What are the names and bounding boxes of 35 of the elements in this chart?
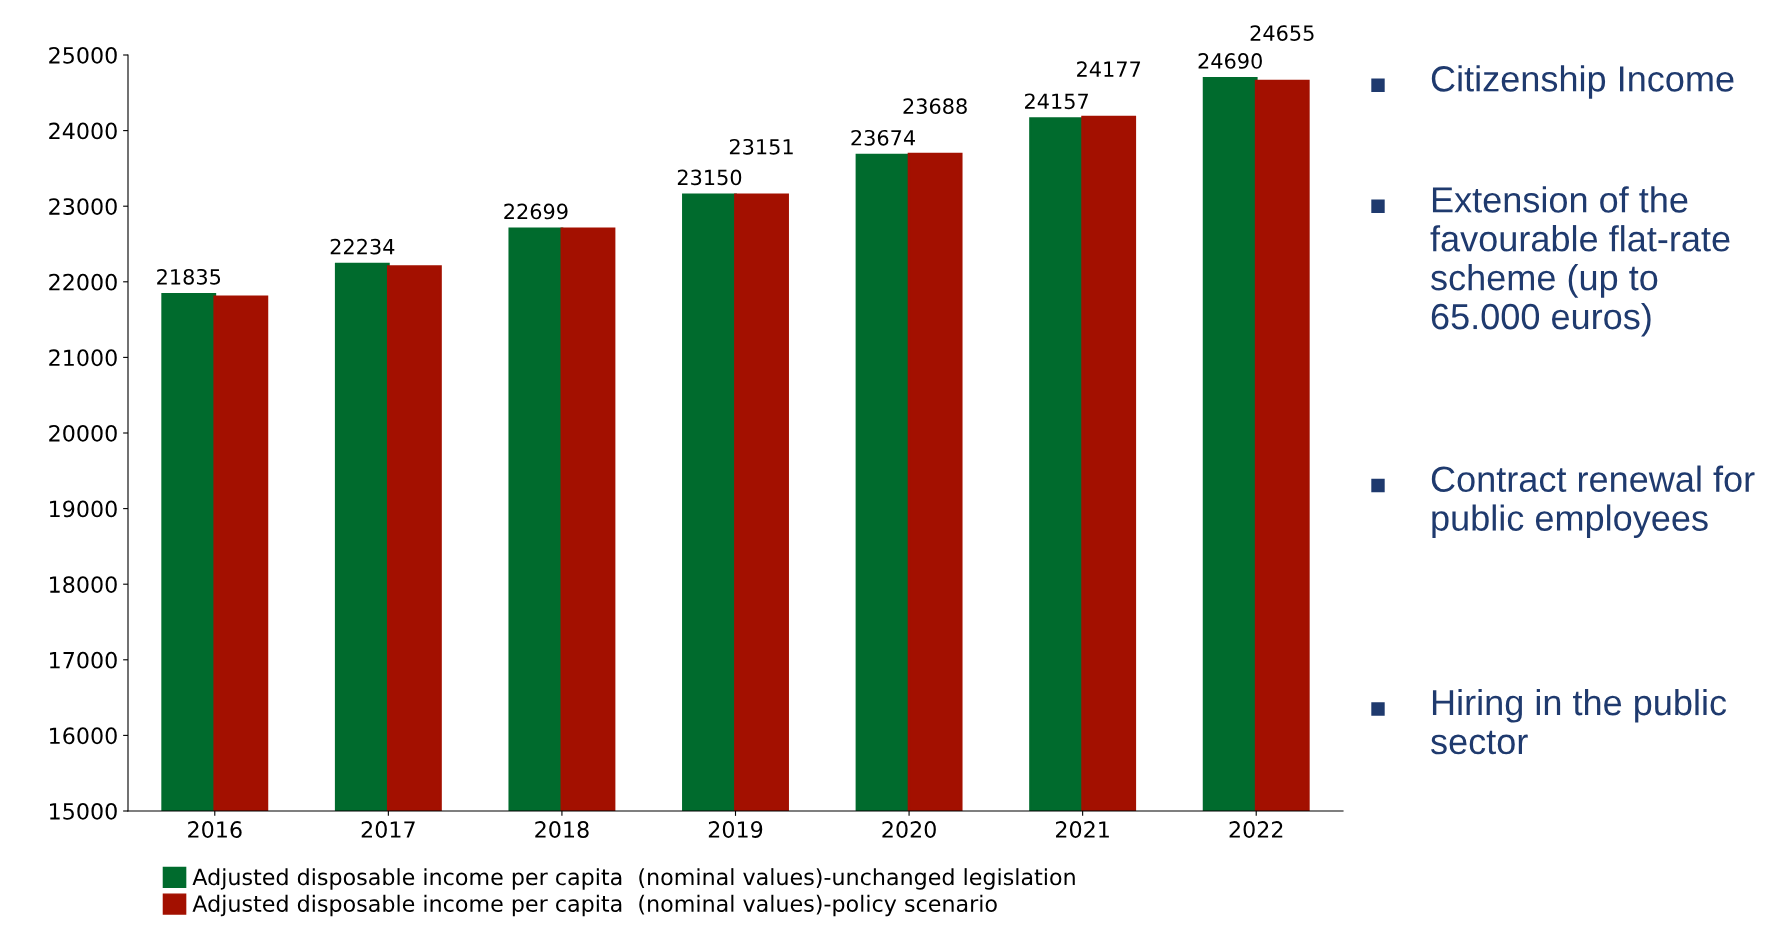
data-label: 21835 bbox=[157, 268, 221, 285]
y-tick-label: 20000 bbox=[49, 424, 117, 442]
data-label: 22234 bbox=[330, 238, 395, 255]
y-tick-label: 23000 bbox=[49, 198, 117, 215]
x-tick-label: 2018 bbox=[535, 821, 589, 838]
data-label: 24157 bbox=[1025, 93, 1088, 110]
data-label: 22699 bbox=[504, 203, 568, 220]
legend-label: Adjusted disposable income per capita (nominal values)-unchanged legislation bbox=[192, 868, 1075, 890]
x-tick-label: 2020 bbox=[882, 821, 936, 838]
x-tick-label: 2016 bbox=[188, 821, 242, 838]
data-label: 24655 bbox=[1250, 25, 1314, 41]
y-tick-label: 17000 bbox=[50, 651, 117, 669]
x-tick-label: 2021 bbox=[1055, 821, 1109, 838]
text: Extension of the favourable flat-rate scheme (up to 65.000 euros) bbox=[1430, 186, 1730, 337]
x-tick-label: 2017 bbox=[361, 821, 415, 838]
data-label: 23674 bbox=[851, 129, 915, 146]
y-tick-label: 18000 bbox=[50, 576, 117, 593]
data-label: 23151 bbox=[729, 138, 793, 155]
y-tick-label: 16000 bbox=[50, 727, 117, 745]
legend-label: Adjusted disposable income per capita (nominal values)-policy scenario bbox=[192, 894, 997, 917]
x-tick-label: 2019 bbox=[708, 821, 763, 838]
data-label: 23150 bbox=[677, 169, 742, 186]
x-tick-label: 2022 bbox=[1229, 821, 1283, 838]
text: Contract renewal for public employees bbox=[1431, 465, 1755, 539]
text: Hiring in the public sector bbox=[1431, 688, 1727, 755]
text: Citizenship Income bbox=[1431, 65, 1734, 99]
data-label: 24177 bbox=[1077, 61, 1141, 77]
y-tick-label: 22000 bbox=[49, 273, 117, 291]
data-label: 24690 bbox=[1198, 53, 1262, 69]
y-tick-label: 19000 bbox=[50, 500, 117, 518]
data-label: 23688 bbox=[903, 98, 967, 115]
y-tick-label: 24000 bbox=[49, 122, 117, 140]
y-tick-label: 21000 bbox=[49, 349, 117, 367]
y-tick-label: 15000 bbox=[50, 802, 117, 820]
y-tick-label: 25000 bbox=[49, 46, 117, 64]
